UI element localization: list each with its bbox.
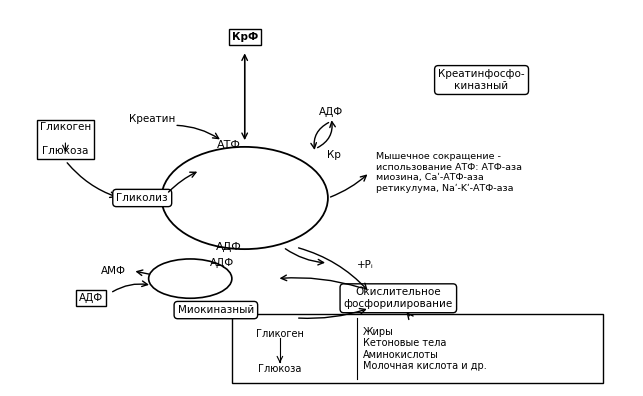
Text: АДФ: АДФ (319, 107, 343, 116)
Text: Гликоген

Глюкоза: Гликоген Глюкоза (40, 122, 91, 156)
Text: Окислительное
фосфорилирование: Окислительное фосфорилирование (344, 287, 453, 309)
Text: АДФ: АДФ (210, 258, 235, 268)
FancyBboxPatch shape (232, 314, 603, 383)
Text: Молочная кислота и др.: Молочная кислота и др. (363, 360, 487, 371)
Text: +Pᵢ: +Pᵢ (357, 260, 374, 270)
Text: Кр: Кр (327, 150, 341, 160)
Text: Креатинфосфо-
киназный: Креатинфосфо- киназный (439, 69, 525, 91)
Text: Миокиназный: Миокиназный (177, 305, 254, 315)
Text: АМФ: АМФ (101, 266, 126, 276)
Text: АДФ: АДФ (79, 293, 103, 303)
Text: Аминокислоты: Аминокислоты (363, 350, 439, 360)
Text: Мышечное сокращение -
использование АТФ: АТФ-аза
миозина, Caʹ-АТФ-аза
ретикулума: Мышечное сокращение - использование АТФ:… (376, 152, 522, 192)
Text: Кетоновые тела: Кетоновые тела (363, 339, 446, 348)
Text: Глюкоза: Глюкоза (258, 364, 302, 374)
Text: Креатин: Креатин (129, 114, 175, 124)
Text: Жиры: Жиры (363, 327, 394, 337)
Text: АДФ: АДФ (216, 242, 242, 252)
Text: АТФ: АТФ (217, 140, 240, 150)
Text: КрФ: КрФ (231, 32, 258, 42)
Text: Гликолиз: Гликолиз (116, 193, 168, 203)
Text: Гликоген: Гликоген (256, 329, 304, 339)
